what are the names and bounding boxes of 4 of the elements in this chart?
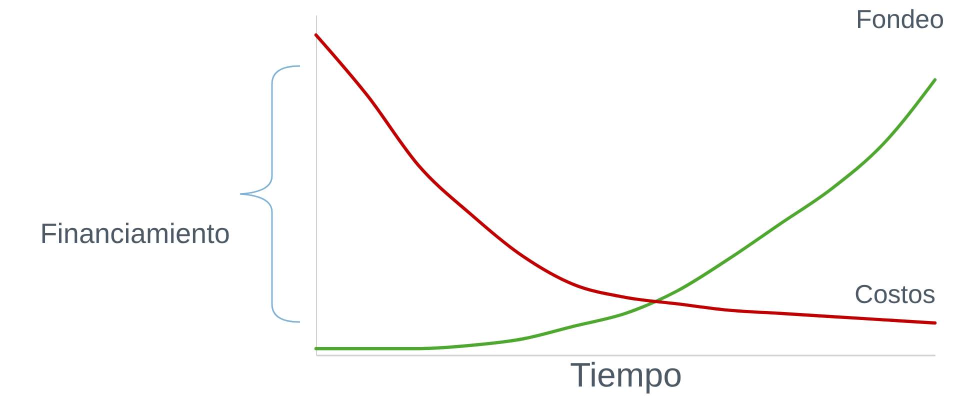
text: Financiamiento [40, 218, 230, 249]
x-axis-title: Tiempo [570, 356, 682, 394]
series-label: Fondeo [856, 4, 944, 34]
series-label: Costos [854, 279, 936, 309]
